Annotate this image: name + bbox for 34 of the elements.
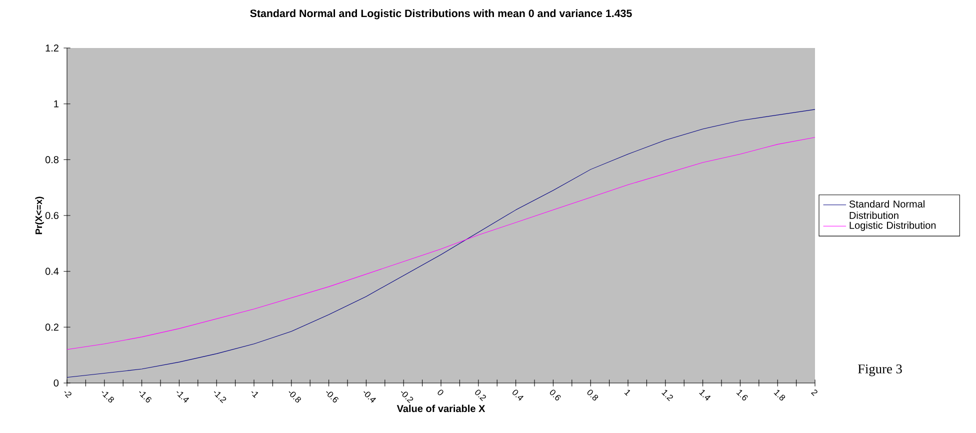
x-tick-label: 0.2	[475, 390, 486, 402]
y-tick-label: 1	[54, 100, 58, 108]
x-tick-label: -1	[251, 391, 258, 398]
y-tick-label: 1.2	[46, 44, 58, 52]
x-tick-label: 1.4	[699, 390, 711, 401]
x-tick-label: -2	[64, 391, 72, 398]
x-tick-label: 0.4	[512, 390, 524, 401]
x-tick-label: 1.2	[662, 390, 673, 402]
x-tick-label: -0.8	[288, 391, 301, 403]
x-tick-label: 0.6	[550, 390, 561, 400]
x-tick-label: -0.2	[400, 391, 414, 404]
x-tick-label: 1	[624, 390, 630, 396]
y-tick-label: 0.6	[45, 212, 59, 220]
y-tick-label: 0	[54, 379, 59, 387]
x-tick-label: 0.8	[587, 390, 598, 400]
x-tick-label: 0	[438, 390, 444, 396]
x-tick-label: 1.8	[774, 390, 786, 400]
x-tick-label: -1.8	[102, 391, 114, 403]
x-tick-label: -0.4	[364, 391, 376, 403]
legend-label: Standard Normal Distribution	[849, 200, 924, 219]
x-axis-title: Value of variable X	[396, 404, 486, 412]
y-tick-label: 0.4	[45, 268, 59, 275]
x-tick-label: -1.4	[176, 391, 189, 403]
legend-label: Logistic Distribution	[850, 222, 936, 231]
x-tick-label: -1.2	[214, 391, 226, 404]
caption: Figure 3	[858, 364, 902, 376]
y-tick-label: 0.2	[45, 324, 58, 331]
x-tick-label: 1.6	[736, 390, 748, 400]
x-tick-label: -0.6	[326, 391, 338, 402]
chart-title: Standard Normal and Logistic Distributions with mean 0 and variance 1.435	[250, 9, 632, 20]
x-tick-label: -1.6	[139, 391, 152, 402]
y-axis-title: Pr(X<=x)	[35, 196, 44, 234]
y-tick-label: 0.8	[45, 156, 59, 164]
x-tick-label: 2	[811, 390, 818, 396]
